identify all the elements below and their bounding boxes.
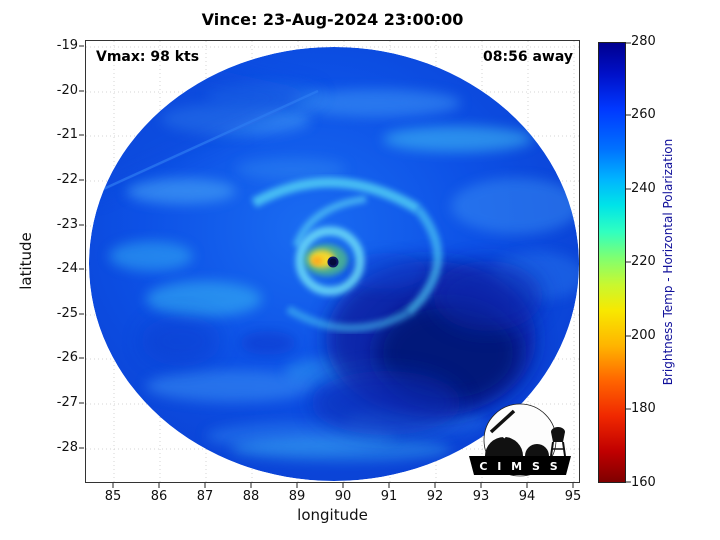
colorbar [598, 42, 626, 483]
x-tick-label: 95 [564, 489, 582, 504]
chart-title: Vince: 23-Aug-2024 23:00:00 [201, 10, 464, 29]
colorbar-tick-label: 200 [631, 328, 656, 343]
x-tick-label: 92 [426, 489, 444, 504]
time-away-annotation: 08:56 away [483, 49, 573, 65]
telescope-icon [489, 409, 516, 434]
colorbar-label: Brightness Temp - Horizontal Polarizatio… [661, 138, 675, 386]
logo-banner [469, 456, 571, 475]
observatory-dome-icon [485, 437, 523, 456]
y-tick-label: -28 [56, 440, 78, 455]
swath-seam-line [89, 89, 319, 199]
y-tick-label: -22 [56, 172, 78, 187]
x-tick-label: 88 [242, 489, 260, 504]
colorbar-tick-label: 160 [631, 475, 656, 490]
spiral-bands [251, 177, 443, 332]
x-tick-label: 94 [518, 489, 536, 504]
small-dome-icon [525, 444, 549, 456]
y-tick-label: -20 [56, 83, 78, 98]
x-tick-label: 90 [334, 489, 352, 504]
plot-area: Vmax: 98 kts 08:56 away C I M S S [85, 40, 580, 483]
storm-eye [304, 244, 348, 276]
x-tick-label: 91 [380, 489, 398, 504]
x-tick-label: 93 [472, 489, 490, 504]
vmax-annotation: Vmax: 98 kts [96, 49, 200, 65]
dome-slit [503, 423, 511, 439]
y-tick-label: -19 [56, 38, 78, 53]
colorbar-tick-label: 220 [631, 254, 656, 269]
satellite-swath-image [86, 41, 579, 482]
colorbar-tick-label: 260 [631, 107, 656, 122]
y-tick-label: -26 [56, 350, 78, 365]
x-tick-label: 86 [150, 489, 168, 504]
y-tick-label: -24 [56, 261, 78, 276]
y-tick-label: -21 [56, 127, 78, 142]
y-tick-label: -27 [56, 395, 78, 410]
x-tick-label: 87 [196, 489, 214, 504]
y-axis-label: latitude [17, 232, 35, 290]
water-tower-icon [550, 427, 566, 457]
x-tick-label: 89 [288, 489, 306, 504]
logo-text: C I M S S [479, 460, 560, 473]
x-tick-label: 85 [104, 489, 122, 504]
colorbar-tick-label: 180 [631, 401, 656, 416]
colorbar-tick-label: 280 [631, 34, 656, 49]
x-axis-label: longitude [297, 506, 368, 524]
cimss-logo: C I M S S [469, 403, 571, 477]
y-tick-label: -25 [56, 306, 78, 321]
y-tick-label: -23 [56, 217, 78, 232]
colorbar-tick-label: 240 [631, 181, 656, 196]
